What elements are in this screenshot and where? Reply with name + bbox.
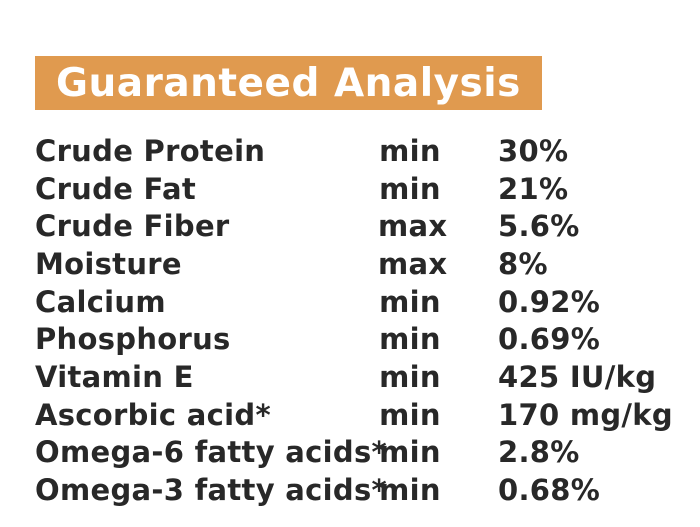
table-row: Phosphorus min 0.69% bbox=[35, 320, 675, 358]
qualifier-label: min bbox=[379, 397, 441, 432]
nutrient-label: Moisture bbox=[35, 246, 182, 281]
qualifier-label: min bbox=[379, 133, 441, 168]
qualifier-label: max bbox=[378, 209, 448, 244]
table-row: Crude Fat min 21% bbox=[35, 170, 675, 208]
value-label: 2.8% bbox=[498, 435, 580, 470]
nutrient-label: Crude Fat bbox=[35, 171, 196, 206]
table-row: Vitamin E min 425 IU/kg bbox=[35, 358, 675, 396]
table-row: Calcium min 0.92% bbox=[35, 283, 675, 321]
value-label: 0.69% bbox=[498, 322, 601, 357]
nutrient-label: Calcium bbox=[35, 284, 166, 319]
value-label: 21% bbox=[498, 171, 569, 206]
table-row: Moisture max 8% bbox=[35, 245, 675, 283]
value-label: 170 mg/kg bbox=[498, 397, 673, 432]
nutrient-label: Phosphorus bbox=[35, 322, 231, 357]
value-label: 0.92% bbox=[498, 284, 601, 319]
table-row: Crude Fiber max 5.6% bbox=[35, 207, 675, 245]
value-label: 30% bbox=[498, 133, 569, 168]
table-row: Omega-3 fatty acids* min 0.68% bbox=[35, 471, 675, 509]
value-label: 5.6% bbox=[498, 209, 580, 244]
nutrient-label: Omega-6 fatty acids* bbox=[35, 435, 387, 470]
nutrient-label: Crude Fiber bbox=[35, 209, 230, 244]
table-row: Ascorbic acid* min 170 mg/kg bbox=[35, 396, 675, 434]
qualifier-label: min bbox=[379, 171, 441, 206]
table-row: Crude Protein min 30% bbox=[35, 132, 675, 170]
qualifier-label: min bbox=[379, 435, 441, 470]
nutrient-label: Omega-3 fatty acids* bbox=[35, 473, 387, 508]
value-label: 8% bbox=[498, 246, 548, 281]
nutrient-label: Crude Protein bbox=[35, 133, 266, 168]
qualifier-label: min bbox=[379, 473, 441, 508]
nutrient-label: Vitamin E bbox=[35, 359, 194, 394]
value-label: 425 IU/kg bbox=[498, 359, 657, 394]
guaranteed-analysis-table: Crude Protein min 30% Crude Fat min 21% … bbox=[35, 132, 675, 509]
nutrient-label: Ascorbic acid* bbox=[35, 397, 271, 432]
table-row: Omega-6 fatty acids* min 2.8% bbox=[35, 434, 675, 472]
guaranteed-analysis-header: Guaranteed Analysis bbox=[35, 56, 542, 110]
qualifier-label: min bbox=[379, 322, 441, 357]
qualifier-label: max bbox=[378, 246, 448, 281]
page-title: Guaranteed Analysis bbox=[56, 60, 521, 106]
value-label: 0.68% bbox=[498, 473, 601, 508]
qualifier-label: min bbox=[379, 359, 441, 394]
qualifier-label: min bbox=[379, 284, 441, 319]
